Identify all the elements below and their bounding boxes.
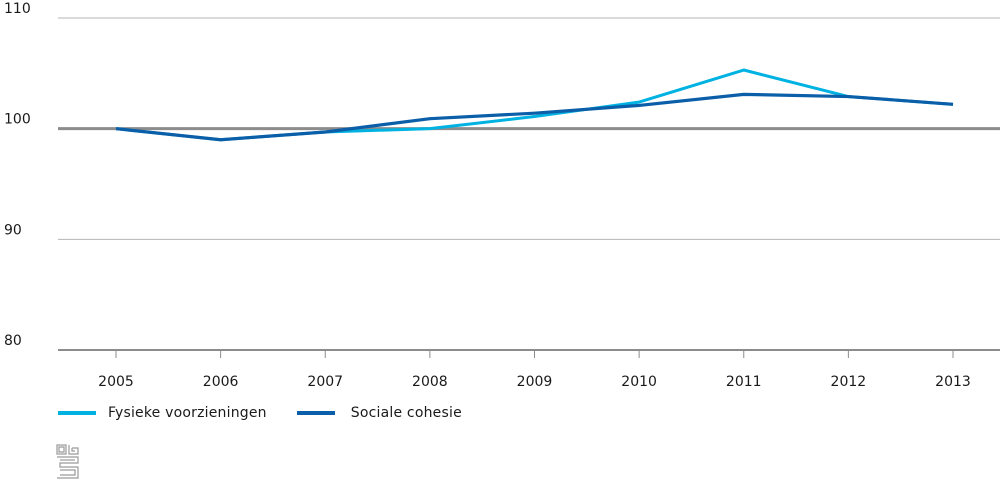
- series-lines: [115, 68, 954, 142]
- x-tick-label: 2008: [412, 374, 448, 390]
- legend-label: Fysieke voorzieningen: [108, 405, 267, 421]
- gridlines: [58, 17, 1000, 351]
- legend-swatch: [58, 411, 96, 415]
- y-tick-label: 90: [4, 222, 22, 238]
- x-tick-label: 2009: [517, 374, 553, 390]
- legend-swatch: [296, 411, 335, 415]
- legend: Fysieke voorzieningen Sociale cohesie: [58, 405, 482, 421]
- x-axis-ticks: 2005 2006 2007 2008 2009 2010 2011 2012 2013: [98, 350, 971, 390]
- x-tick-label: 2010: [621, 374, 657, 390]
- cbs-logo-icon: [56, 444, 79, 479]
- y-tick-label: 100: [4, 112, 31, 128]
- x-tick-label: 2011: [726, 374, 762, 390]
- series-line-sociale-cohesie: [115, 92, 954, 142]
- x-tick-label: 2007: [307, 374, 343, 390]
- y-axis-ticks: 80 90 100 110: [4, 1, 31, 349]
- x-tick-label: 2006: [203, 374, 239, 390]
- x-tick-label: 2005: [98, 374, 134, 390]
- x-tick-label: 2013: [935, 374, 971, 390]
- legend-item-sociale-cohesie: Sociale cohesie: [296, 405, 462, 421]
- y-tick-label: 110: [4, 1, 31, 17]
- x-tick-label: 2012: [831, 374, 867, 390]
- y-tick-label: 80: [4, 333, 22, 349]
- legend-label: Sociale cohesie: [350, 405, 462, 421]
- legend-item-fysieke-voorzieningen: Fysieke voorzieningen: [58, 405, 267, 421]
